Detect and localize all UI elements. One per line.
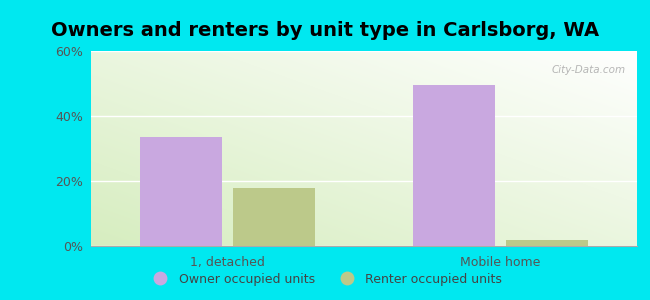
Bar xyxy=(233,188,315,246)
Legend: Owner occupied units, Renter occupied units: Owner occupied units, Renter occupied un… xyxy=(143,268,507,291)
Bar xyxy=(140,137,222,246)
Bar xyxy=(413,85,495,246)
Bar xyxy=(506,239,588,246)
Text: City-Data.com: City-Data.com xyxy=(552,64,626,75)
Text: Owners and renters by unit type in Carlsborg, WA: Owners and renters by unit type in Carls… xyxy=(51,21,599,40)
